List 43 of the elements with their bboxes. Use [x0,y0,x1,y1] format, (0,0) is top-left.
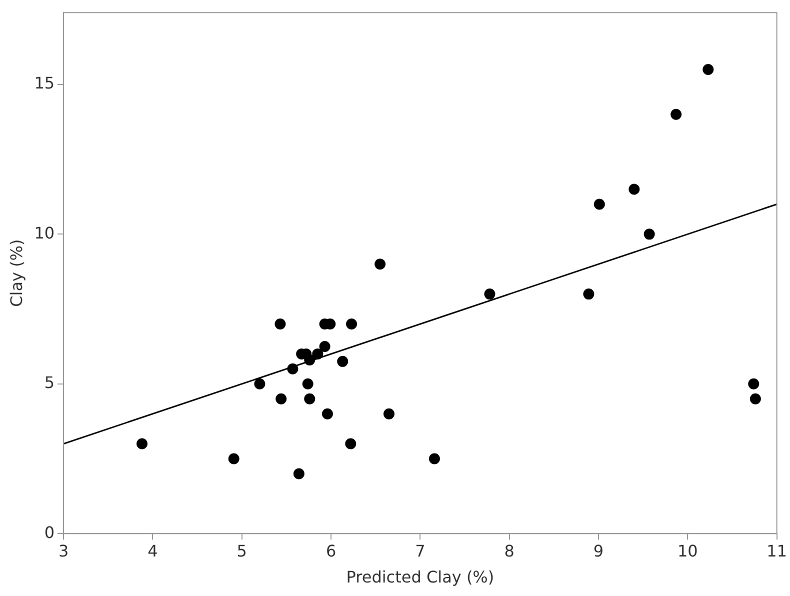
point [750,393,761,404]
point [484,288,496,300]
x-tick-label: 7 [415,541,426,560]
x-tick-label: 8 [504,541,514,560]
x-tick-label: 5 [236,541,247,560]
point [319,340,330,352]
point [628,184,640,195]
point [346,318,358,330]
point [287,363,298,374]
point [670,108,682,120]
point [594,198,605,210]
point [583,288,594,300]
y-axis-title: Clay (%) [6,239,26,307]
y-tick-label: 0 [44,522,55,542]
y-tick-label: 15 [34,74,55,93]
point [748,378,760,390]
x-tick-label: 10 [677,541,698,560]
point [293,468,304,480]
x-tick-label: 11 [766,541,787,560]
x-axis-title: Predicted Clay (%) [346,568,494,587]
x-tick-label: 9 [593,541,604,560]
point [644,228,655,240]
x-tick-label: 3 [58,541,69,560]
point [276,393,287,404]
x-tick-label: 4 [148,541,158,560]
point [304,354,316,366]
point [312,348,324,360]
point [374,258,386,270]
point [274,318,286,330]
point [228,453,240,464]
point [383,408,394,420]
point [702,64,714,75]
point [302,378,314,390]
point [345,438,356,450]
x-tick-label: 6 [326,541,336,560]
point [136,438,148,450]
point [254,378,266,390]
point [304,393,316,404]
point [337,356,348,367]
point [428,453,440,464]
y-tick-label: 10 [34,223,55,242]
y-tick-label: 5 [44,373,55,392]
point [322,408,333,420]
